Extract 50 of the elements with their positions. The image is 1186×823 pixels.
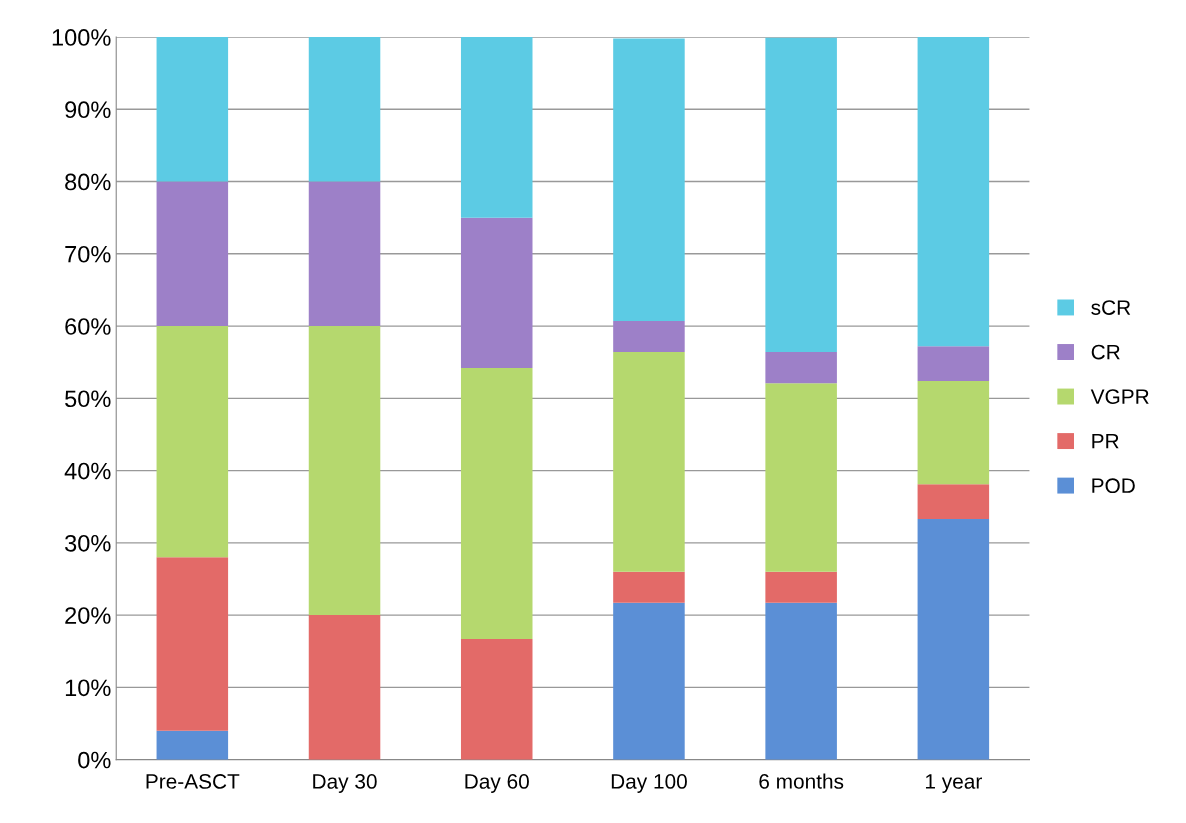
bar [765, 383, 837, 572]
bar [460, 638, 533, 760]
x-tick-label: Day 100 [611, 774, 687, 793]
y-tick-label: 80% [65, 173, 111, 191]
x-tick-label: Day 30 [313, 774, 377, 793]
bar [917, 484, 990, 520]
x-tick-label: 1 year [925, 774, 982, 793]
bar [308, 181, 381, 327]
bar [156, 557, 229, 731]
y-tick-label: 30% [65, 534, 111, 552]
bar [765, 571, 837, 603]
y-tick-label: 70% [65, 245, 111, 263]
legend-label: sCR [1091, 300, 1131, 315]
bar [917, 346, 990, 381]
bar [613, 38, 685, 322]
bar [460, 367, 533, 639]
y-tick-label: 50% [65, 390, 111, 408]
legend-label: PR [1092, 433, 1119, 449]
bar [308, 37, 381, 182]
bar [765, 602, 837, 760]
x-tick-label: Day 60 [465, 774, 529, 793]
y-tick-label: 90% [65, 101, 111, 119]
legend-label: POD [1092, 478, 1135, 494]
x-tick-label: Pre-ASCT [146, 774, 240, 789]
bar [917, 37, 990, 347]
bar [460, 217, 533, 368]
y-tick-label: 0% [78, 751, 111, 769]
bar [460, 37, 533, 218]
bar [156, 37, 229, 182]
y-tick-label: 40% [64, 462, 111, 480]
y-tick-label: 100% [52, 29, 111, 46]
bar [613, 571, 685, 603]
bar [765, 352, 837, 384]
x-tick-label: 6 months [759, 773, 844, 789]
bar [308, 615, 381, 760]
y-tick-label: 10% [65, 679, 111, 697]
legend-label: CR [1091, 344, 1120, 360]
legend-label: VGPR [1090, 389, 1149, 404]
bar [156, 730, 229, 760]
bar [156, 326, 229, 558]
bar [613, 352, 685, 572]
bar [613, 321, 685, 353]
y-tick-label: 20% [65, 607, 111, 624]
bar [917, 380, 990, 485]
bar [917, 519, 990, 760]
bar [308, 326, 381, 616]
bar [613, 602, 685, 760]
bar [765, 37, 837, 353]
y-tick-label: 60% [65, 318, 111, 335]
bar [156, 181, 229, 327]
